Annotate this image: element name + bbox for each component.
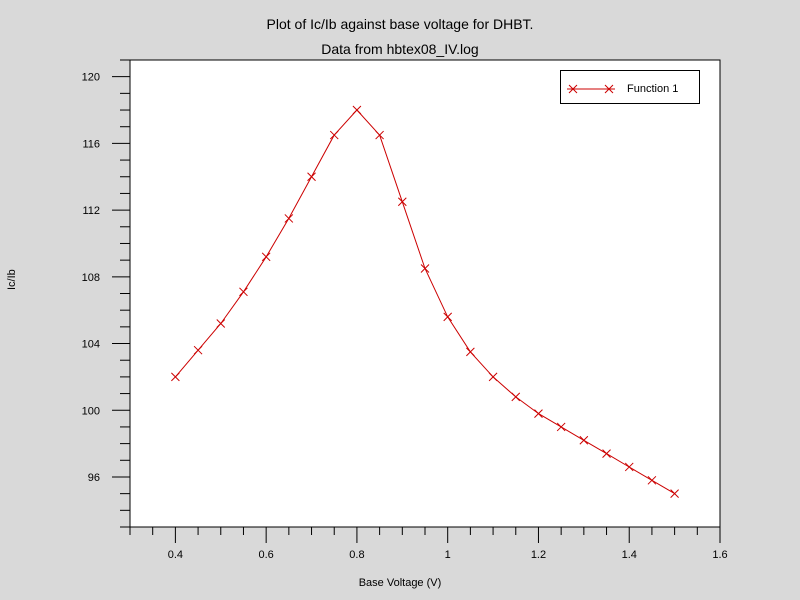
x-tick-label: 1.4 (622, 549, 637, 561)
x-tick-label: 1.2 (531, 549, 546, 561)
data-point-marker (624, 462, 634, 472)
data-point-marker (307, 172, 316, 182)
data-point-marker (602, 449, 611, 458)
x-axis-label: Base Voltage (V) (358, 577, 442, 589)
chart-subtitle: Data from hbtex08_IV.log (321, 41, 479, 57)
y-tick-label: 100 (82, 405, 100, 417)
data-point-marker (261, 252, 271, 262)
data-point-marker (284, 214, 294, 223)
data-point-marker (670, 489, 679, 498)
y-tick-label: 104 (82, 339, 100, 351)
data-point-marker (216, 319, 226, 328)
data-point-marker (443, 312, 453, 322)
plot-frame (129, 59, 721, 528)
y-tick-label: 120 (82, 72, 100, 84)
data-point-marker (579, 435, 589, 445)
data-point-marker (397, 197, 407, 207)
data-point-marker (466, 347, 475, 357)
legend-label: Function 1 (627, 83, 679, 95)
data-point-marker (375, 130, 384, 140)
data-point-marker (556, 422, 566, 432)
data-point-marker (329, 130, 339, 140)
y-tick-label: 112 (82, 205, 100, 217)
chart-title: Plot of Ic/Ib against base voltage for D… (266, 16, 534, 32)
data-point-marker (420, 264, 430, 273)
data-point-marker (352, 105, 362, 115)
y-axis-label: Ic/Ib (6, 269, 18, 290)
x-tick-label: 0.4 (168, 549, 183, 561)
data-point-marker (171, 372, 180, 382)
x-tick-label: 0.8 (349, 549, 364, 561)
data-point-marker (193, 345, 203, 355)
x-tick-label: 1 (445, 549, 451, 561)
y-tick-label: 108 (82, 272, 100, 284)
x-tick-label: 1.6 (712, 549, 727, 561)
y-tick-label: 96 (88, 472, 100, 484)
x-tick-label: 0.6 (259, 549, 274, 561)
data-point-marker (511, 392, 521, 402)
data-point-marker (647, 475, 657, 485)
y-tick-label: 116 (82, 138, 100, 150)
legend: Function 1 (560, 70, 700, 104)
legend-marker (567, 84, 615, 94)
data-point-marker (488, 372, 498, 382)
data-point-marker (239, 287, 248, 297)
data-point-marker (534, 409, 543, 418)
